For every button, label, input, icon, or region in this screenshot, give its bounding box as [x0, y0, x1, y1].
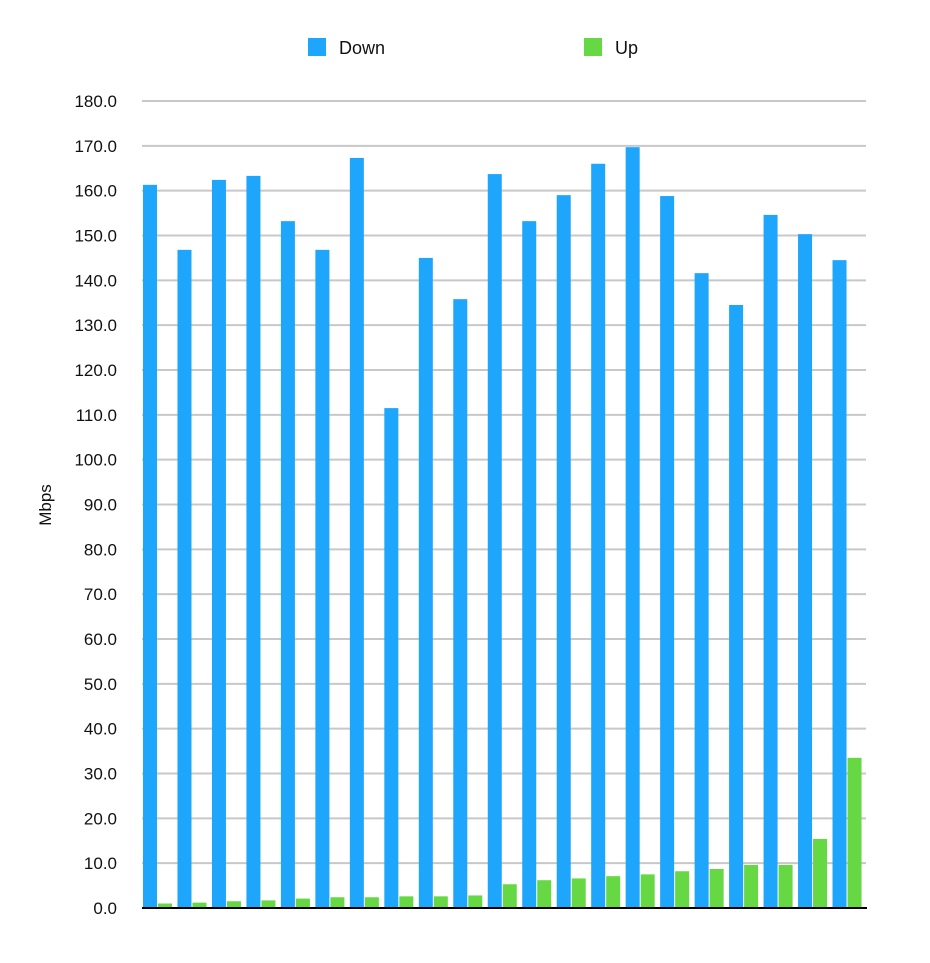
- bar-down-5: [280, 221, 295, 909]
- y-tick-label: 70.0: [84, 585, 117, 604]
- bar-down-20: [798, 234, 813, 908]
- bar-up-7: [364, 897, 379, 908]
- bar-down-3: [211, 179, 226, 908]
- gridlines: [142, 100, 866, 865]
- y-tick-label: 90.0: [84, 496, 117, 515]
- legend-swatch-up: [584, 38, 602, 56]
- y-tick-label: 20.0: [84, 809, 117, 828]
- bar-down-9: [418, 257, 433, 909]
- bar-down-16: [660, 196, 675, 909]
- bar-up-20: [813, 838, 828, 908]
- y-tick-label: 10.0: [84, 854, 117, 873]
- y-tick-label: 30.0: [84, 765, 117, 784]
- legend-label-up: Up: [615, 38, 638, 58]
- bars: [143, 147, 862, 909]
- y-tick-label: 0.0: [93, 899, 117, 918]
- y-tick-label: 140.0: [74, 271, 117, 290]
- bar-up-13: [571, 878, 586, 908]
- bar-down-15: [625, 147, 640, 908]
- bar-up-8: [399, 896, 414, 908]
- legend: Down Up: [308, 38, 638, 58]
- bar-up-11: [502, 884, 517, 908]
- y-tick-label: 110.0: [76, 406, 117, 425]
- bar-down-17: [694, 273, 709, 908]
- bar-up-19: [778, 864, 793, 908]
- y-tick-label: 100.0: [74, 451, 117, 470]
- bar-up-10: [468, 895, 483, 908]
- legend-swatch-down: [308, 38, 326, 56]
- legend-label-down: Down: [339, 38, 385, 58]
- y-tick-label: 50.0: [84, 675, 117, 694]
- y-tick-label: 180.0: [74, 92, 117, 111]
- bar-down-12: [522, 221, 537, 909]
- y-tick-label: 80.0: [84, 540, 117, 559]
- bar-down-14: [591, 163, 606, 908]
- bar-down-10: [453, 299, 468, 908]
- bar-down-18: [729, 304, 744, 908]
- bar-up-14: [606, 876, 621, 908]
- bar-down-8: [384, 408, 399, 908]
- y-tick-label: 160.0: [74, 182, 117, 201]
- bar-down-6: [315, 249, 330, 908]
- bar-down-19: [763, 214, 778, 909]
- y-axis-label: Mbps: [36, 484, 55, 526]
- bar-up-5: [295, 898, 310, 908]
- y-tick-label: 130.0: [74, 316, 117, 335]
- bar-up-18: [744, 864, 759, 908]
- bar-up-17: [709, 868, 724, 908]
- bar-down-11: [487, 174, 502, 908]
- bar-up-15: [640, 874, 655, 908]
- bar-up-1: [158, 903, 172, 908]
- y-axis-ticks: 0.0 10.0 20.0 30.0 40.0 50.0 60.0 70.0 80.0 90.0 1…: [74, 92, 117, 918]
- bar-down-7: [349, 157, 364, 908]
- bar-down-1: [143, 184, 157, 909]
- bar-up-16: [675, 871, 690, 908]
- bar-down-2: [177, 249, 192, 908]
- y-tick-label: 170.0: [74, 137, 117, 156]
- y-tick-label: 60.0: [84, 630, 117, 649]
- bar-up-12: [537, 880, 552, 908]
- bar-down-4: [246, 175, 261, 908]
- bar-up-9: [433, 896, 448, 908]
- bar-up-3: [226, 901, 241, 908]
- bar-up-6: [330, 897, 345, 908]
- y-tick-label: 40.0: [84, 720, 117, 739]
- bar-up-2: [192, 902, 207, 908]
- bar-down-21: [832, 260, 847, 908]
- y-tick-label: 120.0: [74, 361, 117, 380]
- bar-up-21: [847, 757, 862, 908]
- bar-up-4: [261, 900, 276, 908]
- bar-down-13: [556, 195, 571, 908]
- y-tick-label: 150.0: [74, 227, 117, 246]
